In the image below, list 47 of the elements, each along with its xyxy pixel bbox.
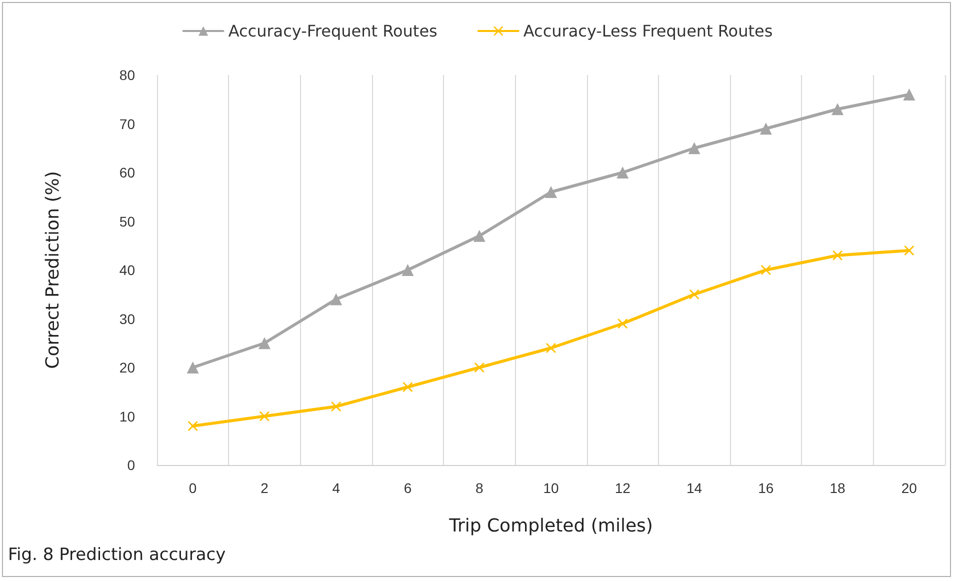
point bbox=[689, 289, 700, 300]
x-tick-label: 14 bbox=[686, 480, 702, 496]
y-tick-label: 30 bbox=[119, 310, 136, 327]
y-tick-label: 20 bbox=[119, 360, 136, 376]
x-tick-label: 4 bbox=[332, 480, 340, 496]
point bbox=[402, 382, 413, 392]
x-tick-label: 8 bbox=[475, 480, 484, 496]
point bbox=[903, 88, 916, 100]
y-tick-label: 50 bbox=[119, 213, 136, 230]
y-tick-label: 40 bbox=[119, 262, 136, 278]
point bbox=[473, 230, 486, 242]
point bbox=[330, 293, 342, 306]
y-tick-label: 60 bbox=[119, 164, 136, 180]
caption: Fig. 8 Prediction accuracy bbox=[8, 545, 226, 565]
x-tick-label: 0 bbox=[188, 480, 197, 496]
point bbox=[188, 421, 198, 431]
point bbox=[546, 343, 556, 353]
point bbox=[474, 362, 484, 372]
y-axis-title: Correct Prediction (%) bbox=[42, 171, 64, 369]
point bbox=[618, 318, 628, 329]
legend-label: Accuracy-Less Frequent Routes bbox=[523, 22, 773, 40]
point bbox=[832, 103, 844, 116]
point bbox=[186, 362, 199, 374]
y-tick-label: 80 bbox=[119, 67, 136, 83]
x-axis-title: Trip Completed (miles) bbox=[448, 516, 653, 536]
x-tick-label: 16 bbox=[758, 480, 774, 496]
y-tick-label: 70 bbox=[119, 116, 136, 132]
point bbox=[331, 402, 342, 412]
point bbox=[402, 264, 414, 276]
x-tick-label: 12 bbox=[614, 480, 631, 496]
x-tick-label: 10 bbox=[543, 480, 559, 496]
point bbox=[904, 246, 914, 256]
y-tick-label: 10 bbox=[119, 408, 136, 424]
point bbox=[832, 250, 843, 260]
point bbox=[688, 142, 700, 154]
point bbox=[760, 265, 771, 275]
point bbox=[545, 186, 557, 198]
point bbox=[616, 166, 629, 178]
y-tick-label: 0 bbox=[127, 457, 136, 473]
x-tick-label: 18 bbox=[830, 480, 846, 496]
x-tick-label: 6 bbox=[404, 480, 412, 496]
point bbox=[259, 411, 270, 422]
x-tick-label: 2 bbox=[260, 480, 269, 496]
x-tick-label: 20 bbox=[901, 480, 918, 496]
point bbox=[760, 122, 772, 135]
legend-label: Accuracy-Frequent Routes bbox=[228, 22, 438, 40]
point bbox=[258, 337, 270, 350]
